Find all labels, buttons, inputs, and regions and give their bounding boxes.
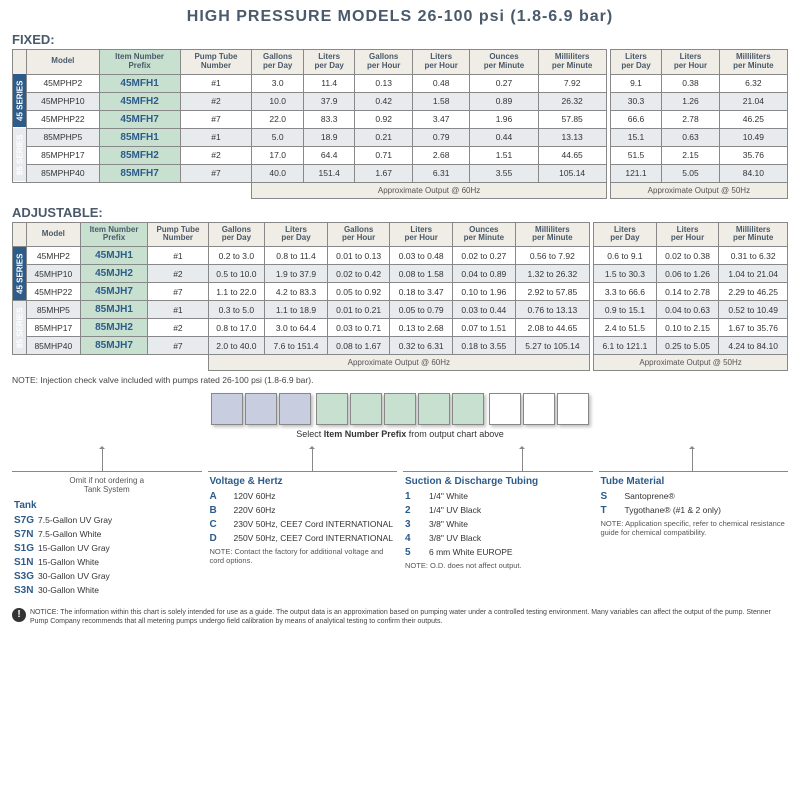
- option-row: C230V 50Hz, CEE7 Cord INTERNATIONAL: [210, 518, 396, 531]
- select-label: Select Item Number Prefix from output ch…: [12, 429, 788, 439]
- option-row: S3G30-Gallon UV Gray: [14, 570, 200, 583]
- option-row: S1N15-Gallon White: [14, 556, 200, 569]
- table-row: 85MHP1785MJH2#20.8 to 17.03.0 to 64.40.0…: [13, 319, 788, 337]
- table-row: 45MHP2245MJH7#71.1 to 22.04.2 to 83.30.0…: [13, 283, 788, 301]
- notice-text: ! NOTICE: The information within this ch…: [12, 608, 788, 626]
- option-row: 33/8" White: [405, 518, 591, 531]
- option-row: S7N7.5-Gallon White: [14, 528, 200, 541]
- tubing-col: Suction & Discharge Tubing 11/4" White21…: [403, 471, 593, 574]
- table-row: 85MHP4085MJH7#72.0 to 40.07.6 to 151.40.…: [13, 337, 788, 355]
- option-row: 43/8" UV Black: [405, 532, 591, 545]
- table-row: 85MPHP4085MFH7#740.0151.41.676.313.55105…: [13, 164, 788, 182]
- tank-col: Omit if not ordering a Tank System Tank …: [12, 471, 202, 602]
- option-row: 11/4" White: [405, 490, 591, 503]
- note-valve: NOTE: Injection check valve included wit…: [12, 375, 788, 385]
- table-row: 45MHP1045MJH2#20.5 to 10.01.9 to 37.90.0…: [13, 265, 788, 283]
- option-columns: Omit if not ordering a Tank System Tank …: [12, 471, 788, 602]
- selector-boxes: [12, 393, 788, 425]
- volt-col: Voltage & Hertz A120V 60HzB220V 60HzC230…: [208, 471, 398, 569]
- fixed-label: FIXED:: [12, 32, 788, 47]
- table-row: 45 SERIES45MHP245MJH1#10.2 to 3.00.8 to …: [13, 247, 788, 265]
- option-row: A120V 60Hz: [210, 490, 396, 503]
- option-row: D250V 50Hz, CEE7 Cord INTERNATIONAL: [210, 532, 396, 545]
- material-col: Tube Material SSantoprene®TTygothane® (#…: [599, 471, 789, 541]
- table-row: 45MPHP1045MFH2#210.037.90.421.580.8926.3…: [13, 92, 788, 110]
- option-row: B220V 60Hz: [210, 504, 396, 517]
- adjustable-table: ModelItem Number PrefixPump Tube NumberG…: [12, 222, 788, 372]
- option-row: SSantoprene®: [601, 490, 787, 503]
- notice-icon: !: [12, 608, 26, 622]
- table-row: 45 SERIES45MPHP245MFH1#13.011.40.130.480…: [13, 74, 788, 92]
- table-row: 45MPHP2245MFH7#722.083.30.923.471.9657.8…: [13, 110, 788, 128]
- adjustable-label: ADJUSTABLE:: [12, 205, 788, 220]
- option-row: TTygothane® (#1 & 2 only): [601, 504, 787, 517]
- option-row: S3N30-Gallon White: [14, 584, 200, 597]
- option-row: 21/4" UV Black: [405, 504, 591, 517]
- table-row: 85 SERIES85MHP585MJH1#10.3 to 5.01.1 to …: [13, 301, 788, 319]
- page-title: HIGH PRESSURE MODELS 26-100 psi (1.8-6.9…: [12, 8, 788, 26]
- table-row: 85MPHP1785MFH2#217.064.40.712.681.5144.6…: [13, 146, 788, 164]
- option-row: 56 mm White EUROPE: [405, 546, 591, 559]
- table-row: 85 SERIES85MPHP585MFH1#15.018.90.210.790…: [13, 128, 788, 146]
- option-row: S1G15-Gallon UV Gray: [14, 542, 200, 555]
- option-row: S7G7.5-Gallon UV Gray: [14, 514, 200, 527]
- fixed-table: ModelItem Number PrefixPump Tube NumberG…: [12, 49, 788, 199]
